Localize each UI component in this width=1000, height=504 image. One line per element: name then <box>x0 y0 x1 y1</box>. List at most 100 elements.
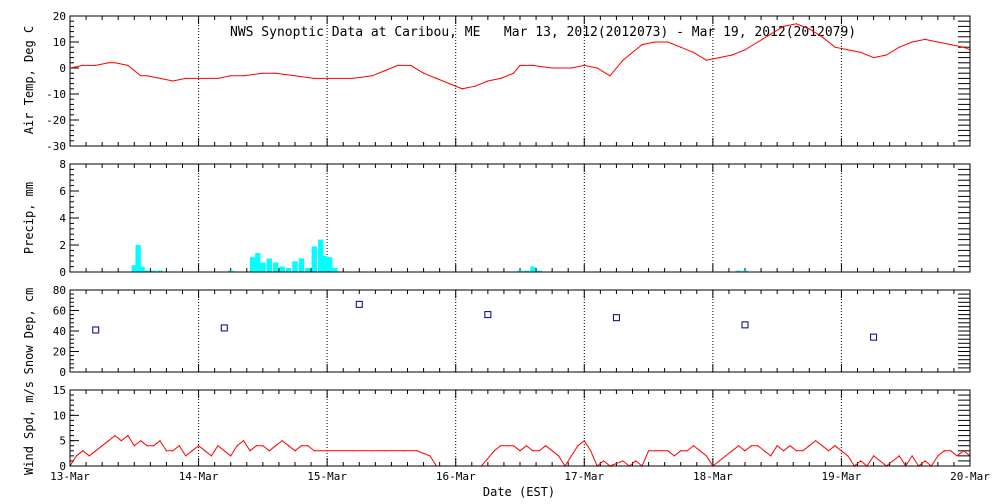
air-temp-point <box>313 77 315 79</box>
precip-bar <box>144 270 150 272</box>
air-temp-ylabel: Air Temp, Deg C <box>22 26 36 134</box>
precip-bar <box>318 239 324 272</box>
y-tick-label: 0 <box>59 460 66 473</box>
precip-bar <box>157 270 163 272</box>
wind-speed-frame <box>69 389 971 467</box>
wind-speed-point <box>217 445 219 447</box>
wind-speed-point <box>275 445 277 447</box>
wind-speed-panel: 0 5 10 15 Wind Spd, m/s <box>22 381 971 475</box>
y-tick-label: 6 <box>59 185 66 198</box>
air-temp-point <box>352 77 354 79</box>
air-temp-point <box>384 70 386 72</box>
air-temp-point <box>512 72 515 74</box>
wind-speed-point <box>673 455 675 457</box>
precip-bar <box>523 270 530 272</box>
air-temp-point <box>911 41 913 43</box>
wind-speed-point <box>782 450 785 452</box>
wind-speed-point <box>763 450 765 452</box>
precip-bar <box>273 262 279 272</box>
wind-speed-point <box>647 450 650 452</box>
wind-speed-point <box>300 445 303 447</box>
wind-speed-point <box>557 455 560 457</box>
x-axis-label: Date (EST) <box>483 485 555 499</box>
air-temp-point <box>731 54 733 56</box>
air-temp-frame <box>69 15 971 147</box>
y-tick-label: 60 <box>53 305 66 318</box>
air-temp-point <box>217 77 219 79</box>
wind-speed-point <box>789 445 791 447</box>
chart-title: NWS Synoptic Data at Caribou, ME Mar 13,… <box>230 25 856 40</box>
air-temp-point <box>847 49 849 51</box>
air-temp-point <box>448 83 450 85</box>
wind-speed-point <box>140 440 142 442</box>
precip-bar <box>311 246 317 272</box>
wind-speed-point <box>692 445 695 447</box>
y-tick-label: 80 <box>53 284 66 297</box>
wind-speed-point <box>924 460 926 462</box>
wind-speed-point <box>737 445 740 447</box>
wind-speed-point <box>506 445 508 447</box>
air-temp-point <box>242 75 245 77</box>
precip-ylabel: Precip, mm <box>22 182 36 254</box>
wind-speed-point <box>88 455 90 457</box>
air-temp-point <box>885 54 888 56</box>
precip-bar <box>279 266 285 272</box>
x-tick-label: 13-Mar <box>50 470 90 483</box>
wind-speed-point <box>943 450 945 452</box>
wind-speed-point <box>699 450 701 452</box>
wind-speed-point <box>776 445 778 447</box>
air-temp-point <box>609 75 611 77</box>
air-temp-point <box>262 72 264 74</box>
air-temp-point <box>326 77 328 79</box>
wind-speed-point <box>307 445 309 447</box>
wind-speed-point <box>956 455 958 457</box>
wind-speed-point <box>802 450 804 452</box>
air-temp-point <box>146 75 148 77</box>
air-temp-point <box>860 51 862 54</box>
wind-speed-point <box>872 455 875 457</box>
y-tick-label: -30 <box>46 140 66 153</box>
precip-bar <box>285 267 292 272</box>
wind-speed-point <box>127 435 129 437</box>
wind-speed-point <box>834 445 836 447</box>
air-temp-point <box>294 75 296 77</box>
precip-panel: 0 2 4 6 8 Precip, mm <box>22 158 971 279</box>
wind-speed-point <box>937 455 939 457</box>
air-temp-line <box>69 23 971 90</box>
air-temp-point <box>821 36 823 38</box>
precip-bar <box>332 267 338 272</box>
air-temp-point <box>461 88 463 90</box>
air-temp-point <box>140 75 142 77</box>
wind-speed-point <box>622 460 624 462</box>
wind-speed-point <box>827 450 830 452</box>
air-temp-point <box>654 41 656 43</box>
wind-speed-point <box>892 460 894 462</box>
precip-bar <box>228 270 234 272</box>
air-temp-point <box>519 64 521 66</box>
wind-speed-point <box>493 450 495 452</box>
snow-depth-point <box>92 326 100 334</box>
y-tick-label: 2 <box>59 239 66 252</box>
air-temp-point <box>500 77 502 79</box>
air-temp-point <box>872 57 875 59</box>
wind-speed-point <box>680 450 682 452</box>
wind-speed-point <box>152 445 155 447</box>
air-temp-point <box>532 64 534 66</box>
wind-speed-point <box>757 445 759 447</box>
wind-speed-point <box>602 460 605 462</box>
air-temp-point <box>551 67 553 69</box>
wind-speed-point <box>242 440 245 442</box>
air-temp-point <box>622 59 624 61</box>
wind-speed-point <box>911 455 913 457</box>
wind-speed-point <box>371 450 373 452</box>
wind-speed-point <box>962 450 965 452</box>
precip-bar <box>321 255 328 272</box>
y-tick-label: 0 <box>59 266 66 279</box>
wind-speed-point <box>178 445 180 447</box>
wind-speed-point <box>403 450 405 452</box>
precip-bar <box>150 270 157 272</box>
air-temp-point <box>570 67 573 69</box>
precip-bar <box>536 270 542 272</box>
precip-frame <box>69 163 971 273</box>
y-tick-label: 20 <box>53 346 66 359</box>
